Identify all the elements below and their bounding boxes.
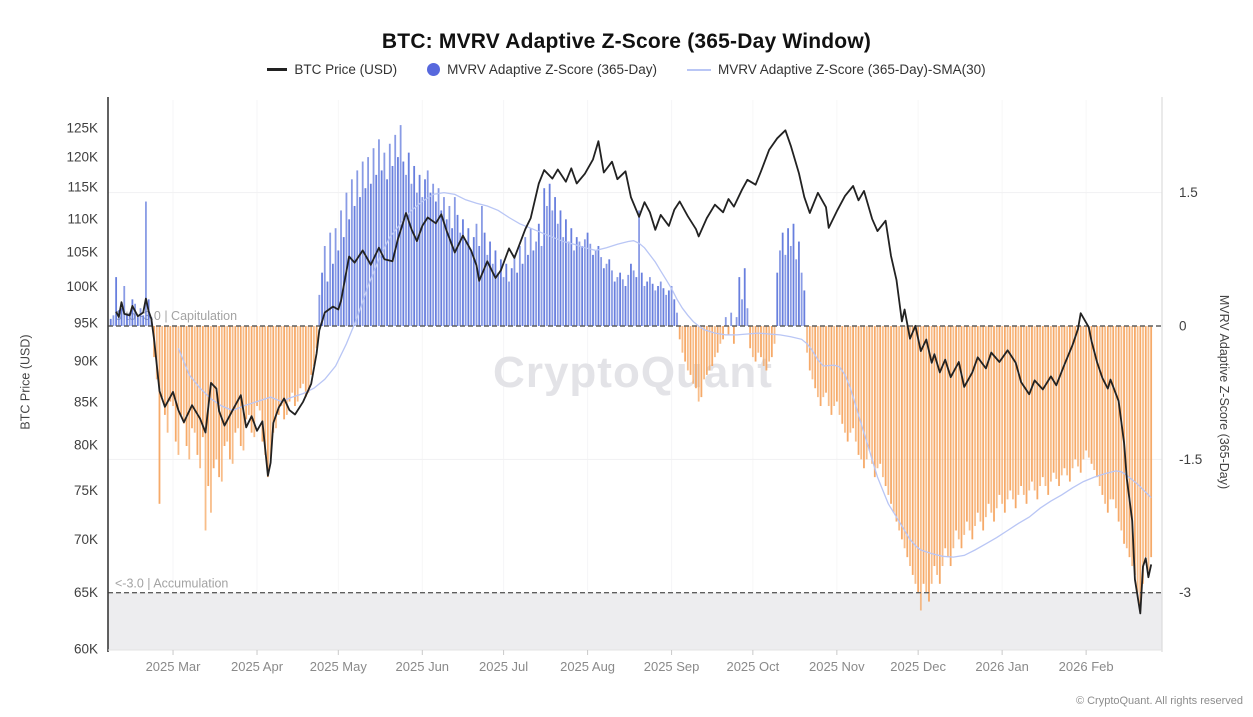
month-tick-label: 2025 Sep	[644, 659, 700, 674]
legend-label: MVRV Adaptive Z-Score (365-Day)	[447, 62, 657, 77]
price-tick-label: 110K	[67, 211, 98, 226]
legend-label: MVRV Adaptive Z-Score (365-Day)-SMA(30)	[718, 62, 986, 77]
month-tick-label: 2025 Jun	[396, 659, 450, 674]
legend-item-btc-price[interactable]: BTC Price (USD)	[267, 62, 397, 77]
footer-copyright: © CryptoQuant. All rights reserved	[1075, 695, 1243, 707]
price-tick-label: 60K	[74, 642, 98, 657]
price-tick-label: 105K	[66, 244, 98, 259]
month-tick-label: 2025 May	[310, 659, 368, 674]
btc-price-line	[115, 129, 1153, 615]
price-tick-label: 85K	[74, 394, 98, 409]
legend-label: BTC Price (USD)	[294, 62, 398, 77]
price-tick-label: 95K	[74, 315, 98, 330]
price-tick-label: 90K	[74, 354, 98, 369]
black-line-swatch-icon	[267, 68, 288, 71]
month-tick-label: 2026 Feb	[1059, 659, 1114, 674]
month-tick-label: 2025 Aug	[560, 659, 615, 674]
legend-item-mvrv-zscore-sma[interactable]: MVRV Adaptive Z-Score (365-Day)-SMA(30)	[687, 62, 986, 77]
price-tick-label: 65K	[74, 585, 98, 600]
price-tick-label: 100K	[66, 279, 98, 294]
y-axis-right-title: MVRV Adaptive Z-Score (365-Day)	[1216, 294, 1231, 490]
y-axis-left-title: BTC Price (USD)	[18, 334, 33, 430]
lightblue-line-swatch-icon	[687, 68, 711, 71]
zscore-tick-label: 0	[1179, 319, 1187, 334]
blue-dot-swatch-icon	[427, 63, 441, 76]
sma-line	[177, 191, 1152, 558]
zscore-tick-label: -3	[1179, 585, 1191, 600]
watermark: CryptoQuant	[493, 348, 773, 397]
capitulation-label: 0 to -3.0 | Capitulation	[115, 309, 237, 323]
price-tick-label: 70K	[74, 532, 98, 547]
legend-item-mvrv-zscore[interactable]: MVRV Adaptive Z-Score (365-Day)	[427, 62, 657, 77]
accumulation-zone	[108, 592, 1162, 650]
month-tick-label: 2025 Oct	[726, 659, 779, 674]
price-tick-label: 125K	[66, 121, 98, 136]
month-tick-label: 2026 Jan	[975, 659, 1029, 674]
month-tick-label: 2025 Mar	[146, 659, 202, 674]
month-tick-label: 2025 Apr	[231, 659, 284, 674]
zscore-tick-label: -1.5	[1179, 452, 1202, 467]
chart-title: BTC: MVRV Adaptive Z-Score (365-Day Wind…	[381, 30, 872, 53]
chart-legend: BTC Price (USD) MVRV Adaptive Z-Score (3…	[0, 62, 1253, 77]
price-tick-label: 75K	[74, 483, 98, 498]
price-tick-label: 115K	[67, 180, 98, 195]
month-tick-label: 2025 Jul	[479, 659, 528, 674]
zscore-tick-label: 1.5	[1179, 185, 1198, 200]
month-tick-label: 2025 Dec	[890, 659, 946, 674]
price-tick-label: 80K	[74, 437, 98, 452]
accumulation-label: <-3.0 | Accumulation	[115, 577, 228, 591]
month-tick-label: 2025 Nov	[809, 659, 865, 674]
price-tick-label: 120K	[66, 149, 98, 164]
